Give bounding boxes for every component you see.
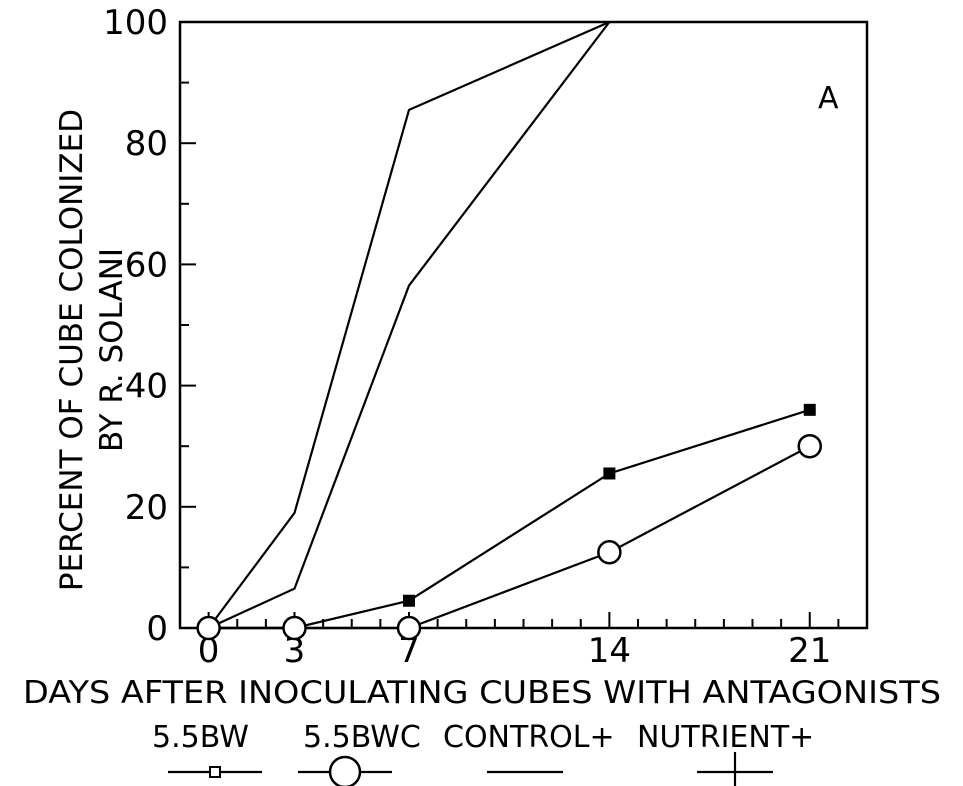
x-tick-label: 0: [198, 631, 220, 671]
series-line-5-5bw: [208, 408, 811, 630]
y-tick-label: 100: [103, 3, 168, 43]
data-point-circle: [597, 540, 622, 565]
legend-circle-icon: [328, 755, 362, 786]
y-axis-title-line-1: PERCENT OF CUBE COLONIZED: [54, 109, 90, 591]
data-point-square: [603, 467, 616, 480]
data-point-circle: [282, 615, 307, 641]
y-tick-label: 80: [125, 124, 168, 164]
legend-label: CONTROL+: [443, 720, 615, 755]
legend-label: NUTRIENT+: [637, 720, 814, 755]
y-axis-title-line-2: BY R. SOLANI: [94, 248, 130, 452]
y-tick-label: 60: [125, 245, 168, 285]
data-point-square: [403, 594, 415, 607]
data-point-circle: [797, 433, 822, 459]
legend-label: 5.5BWC: [303, 720, 421, 755]
series-line-nutrient: [208, 21, 611, 629]
data-point-circle: [196, 615, 221, 641]
y-tick-label: 0: [146, 609, 168, 649]
x-tick-label: 3: [284, 631, 306, 671]
y-axis-title: PERCENT OF CUBE COLONIZED BY R. SOLANI: [54, 109, 130, 591]
legend-label: 5.5BW: [152, 720, 249, 755]
y-tick-label: 40: [125, 367, 168, 407]
series-line-control: [207, 20, 610, 629]
legend-square-icon: [209, 766, 221, 778]
x-axis-title: DAYS AFTER INOCULATING CUBES WITH ANTAGO…: [23, 675, 941, 711]
x-tick-label: 21: [788, 631, 831, 671]
y-tick-label: 20: [125, 488, 168, 528]
x-tick-label: 7: [398, 631, 420, 671]
legend: 5.5BW 5.5BWC CONTROL+ NUTRIENT+: [152, 720, 814, 786]
x-tick-label: 14: [588, 631, 631, 671]
data-point-circle: [396, 615, 422, 641]
plot-frame: [178, 20, 869, 630]
data-point-square: [803, 403, 816, 416]
panel-label: A: [818, 81, 839, 116]
